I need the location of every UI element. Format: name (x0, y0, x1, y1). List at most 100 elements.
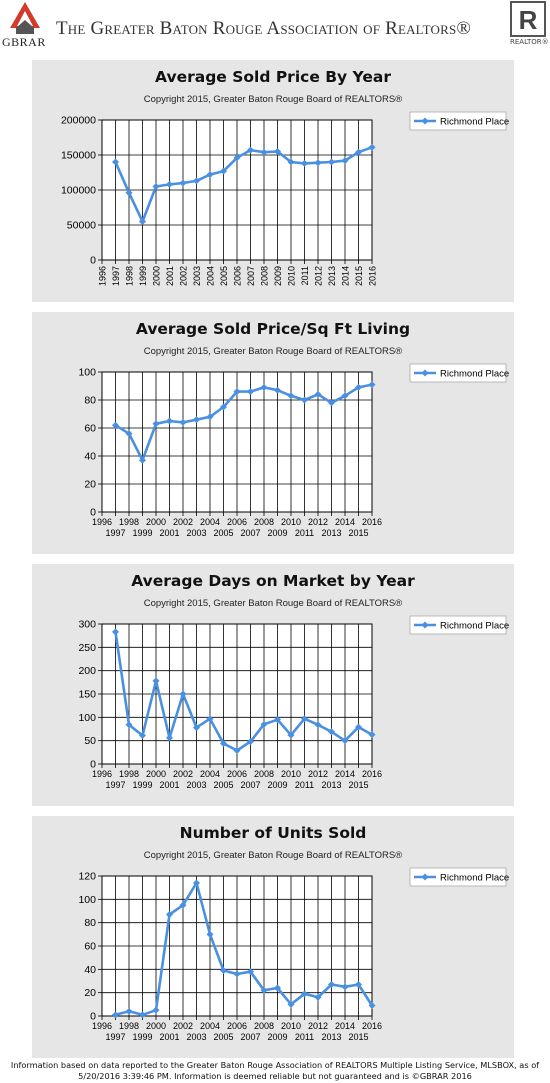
x-tick-label: 2015 (354, 266, 364, 286)
legend-box (409, 615, 507, 635)
x-tick-label: 2014 (341, 266, 351, 286)
x-tick-label: 2014 (335, 769, 355, 779)
svg-text:R: R (519, 5, 538, 35)
data-point (112, 628, 119, 636)
data-point (368, 381, 376, 389)
x-tick-label: 2011 (300, 266, 310, 285)
x-tick-label: 2006 (233, 266, 243, 286)
data-point (260, 986, 268, 994)
x-tick-label: 1997 (105, 528, 125, 538)
data-point (341, 392, 349, 400)
y-tick-label: 60 (84, 941, 96, 953)
y-tick-label: 200000 (61, 115, 96, 127)
y-tick-label: 100000 (61, 185, 96, 197)
chart-title: Number of Units Sold (179, 824, 367, 842)
data-point (152, 420, 160, 428)
chart-title: Average Sold Price By Year (155, 68, 391, 86)
data-point (260, 383, 268, 391)
x-tick-label: 2005 (219, 266, 229, 286)
data-point (260, 148, 268, 156)
data-point (355, 383, 362, 391)
data-point (206, 715, 214, 723)
data-point (179, 901, 187, 909)
page-title: The Greater Baton Rouge Association of R… (56, 18, 472, 39)
x-tick-label: 2005 (213, 1032, 233, 1042)
x-tick-label: 2002 (173, 1021, 193, 1031)
x-tick-label: 2000 (152, 266, 162, 286)
x-tick-label: 2013 (327, 266, 337, 286)
data-point (206, 413, 214, 421)
legend-marker (421, 621, 429, 629)
legend-marker (421, 117, 429, 125)
data-point (328, 728, 335, 736)
legend-marker (421, 369, 429, 377)
x-tick-label: 2012 (314, 266, 324, 286)
x-tick-label: 2000 (146, 769, 166, 779)
y-tick-label: 150000 (61, 150, 96, 162)
x-tick-label: 2002 (173, 769, 193, 779)
x-tick-label: 2001 (159, 528, 179, 538)
data-point (341, 157, 349, 165)
x-tick-label: 2004 (200, 1021, 220, 1031)
data-point (179, 418, 187, 426)
x-tick-label: 2010 (281, 769, 301, 779)
y-tick-label: 0 (90, 255, 96, 267)
x-tick-label: 2000 (146, 1021, 166, 1031)
x-tick-label: 2004 (200, 769, 220, 779)
x-tick-label: 2012 (308, 517, 328, 527)
disclaimer-line-2: 5/20/2016 3:39:46 PM. Information is dee… (78, 1071, 472, 1081)
data-point (166, 734, 173, 742)
data-point (125, 189, 133, 197)
chart-subtitle: Copyright 2015, Greater Baton Rouge Boar… (143, 598, 403, 609)
data-point (287, 392, 295, 400)
x-tick-label: 2010 (287, 266, 297, 286)
data-point (193, 177, 200, 185)
data-point (193, 724, 200, 732)
x-tick-label: 2008 (254, 517, 274, 527)
x-tick-label: 2009 (267, 780, 287, 790)
x-tick-label: 2015 (348, 780, 368, 790)
x-tick-label: 2006 (227, 1021, 247, 1031)
data-point (341, 737, 349, 745)
data-point (368, 1002, 376, 1009)
data-point (206, 171, 214, 179)
data-point (125, 721, 133, 729)
y-tick-label: 150 (78, 689, 96, 701)
data-point (166, 911, 173, 918)
data-point (247, 146, 254, 154)
data-point (152, 677, 160, 685)
y-tick-label: 250 (78, 642, 96, 654)
x-tick-label: 2015 (348, 528, 368, 538)
legend-label: Richmond Place (440, 621, 509, 632)
x-tick-label: 2013 (321, 528, 341, 538)
x-tick-label: 2016 (362, 769, 382, 779)
data-point (112, 158, 119, 166)
data-point (301, 715, 308, 723)
y-tick-label: 80 (84, 395, 96, 407)
x-tick-label: 2004 (206, 266, 216, 286)
y-tick-label: 300 (78, 619, 96, 631)
x-tick-label: 1998 (119, 769, 139, 779)
realtor-logo[interactable]: R REALTOR® (510, 1, 549, 47)
data-point (125, 1007, 133, 1015)
series-line (115, 881, 374, 1017)
house-roof-icon (10, 2, 40, 34)
chart-subtitle: Copyright 2015, Greater Baton Rouge Boar… (143, 346, 403, 357)
x-tick-label: 1997 (105, 780, 125, 790)
x-tick-label: 2001 (159, 780, 179, 790)
x-tick-label: 1998 (125, 266, 135, 286)
gbrar-logo[interactable]: GBRAR (2, 2, 48, 49)
chart-panel-price-sqft: Average Sold Price/Sq Ft Living Copyrigh… (32, 312, 514, 554)
data-point (368, 731, 376, 739)
data-point (314, 159, 322, 167)
x-tick-label: 2008 (254, 1021, 274, 1031)
y-tick-label: 200 (78, 665, 96, 677)
data-point (355, 981, 362, 988)
y-tick-label: 60 (84, 423, 96, 435)
chart-panel-days-on-market: Average Days on Market by Year Copyright… (32, 564, 514, 806)
data-point (274, 716, 281, 724)
x-tick-label: 2003 (186, 780, 206, 790)
x-tick-label: 2004 (200, 517, 220, 527)
data-point (274, 984, 281, 992)
y-tick-label: 0 (90, 1011, 96, 1023)
